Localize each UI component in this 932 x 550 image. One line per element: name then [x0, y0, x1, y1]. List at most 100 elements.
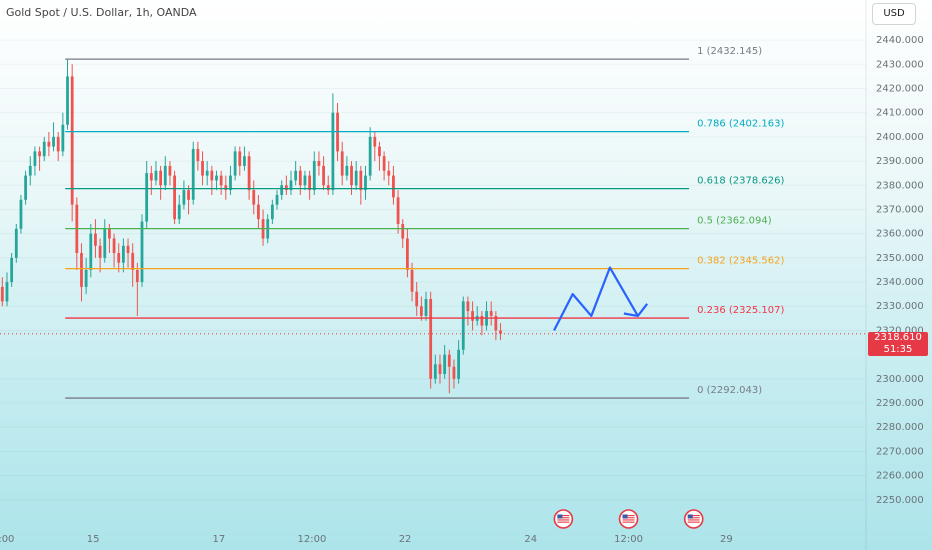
candle-body [294, 170, 298, 181]
candle-body [489, 311, 493, 316]
price-tick-label: 2350.000 [876, 253, 924, 264]
candle-body [38, 151, 41, 157]
candle-body [401, 223, 405, 239]
price-tick-label: 2360.000 [876, 229, 924, 240]
candle-body [415, 291, 419, 307]
candle-body [331, 112, 335, 191]
flag-stripe [622, 521, 635, 523]
candle-body [364, 175, 367, 191]
candle-body [112, 238, 116, 254]
candle-body [215, 175, 218, 181]
flag-stripe [622, 517, 635, 519]
price-tick-label: 2330.000 [876, 301, 924, 312]
candle-body [345, 165, 349, 176]
candle-body [350, 165, 353, 186]
price-tick-label: 2250.000 [876, 495, 924, 506]
candle-body [233, 151, 237, 176]
candle-body [98, 245, 102, 258]
candle-body [396, 197, 400, 224]
candle-body [308, 175, 312, 191]
time-axis[interactable]: 12:00 15 17 12:00 22 24 12:00 29 [0, 534, 733, 545]
fib-level-label: 0.382 (2345.562) [697, 256, 784, 267]
candle-body [33, 151, 37, 166]
fib-level-label: 1 (2432.145) [697, 46, 762, 57]
price-tick-label: 2320.000 [876, 325, 924, 336]
candle-body [84, 269, 88, 287]
projection-path[interactable] [553, 266, 649, 331]
flag-canton [687, 514, 693, 519]
time-tick-label: 22 [399, 534, 412, 545]
flag-stripe [557, 515, 570, 517]
fib-retracement[interactable]: 1 (2432.145) 0.786 (2402.163) 0.618 (2378.… [0, 46, 866, 399]
price-tick-label: 2410.000 [876, 108, 924, 119]
us-flag-event-icon [683, 509, 704, 529]
candle-body [303, 175, 307, 186]
fib-level-label: 0.786 (2402.163) [697, 119, 784, 130]
candle-body [149, 173, 153, 181]
candle-body [387, 170, 391, 176]
candle-body [447, 354, 451, 367]
currency-selector-button[interactable]: USD [872, 3, 916, 25]
candle-body [205, 170, 209, 176]
candle-body [196, 148, 200, 162]
candle-body [452, 366, 456, 379]
candle-body [466, 301, 470, 312]
candle-body [298, 170, 302, 186]
candle-body [326, 185, 330, 191]
candle-body [317, 161, 321, 166]
candle-body [392, 175, 395, 198]
flag-stripe [557, 517, 570, 519]
candle-body [270, 204, 274, 220]
candle-body [108, 228, 111, 239]
fib-level-label: 0.236 (2325.107) [697, 305, 784, 316]
candle-body [312, 161, 316, 191]
flag-canton [622, 514, 628, 519]
us-flag-event-icon [618, 509, 639, 529]
time-tick-label: 12:00 [298, 534, 327, 545]
candle-body [28, 165, 32, 176]
candle-body [140, 221, 144, 283]
candle-body [182, 190, 186, 205]
candle-body [24, 175, 28, 200]
event-ring [683, 509, 704, 529]
price-tick-label: 2290.000 [876, 398, 924, 409]
candle-body [159, 170, 163, 186]
candle-body [429, 298, 433, 379]
candle-body [419, 306, 423, 316]
candle-body [219, 175, 223, 186]
fib-level-label: 0 (2292.043) [697, 385, 762, 396]
candle-body [284, 185, 288, 191]
time-tick-label: 17 [212, 534, 225, 545]
candle-body [168, 165, 172, 176]
price-tick-label: 2340.000 [876, 277, 924, 288]
price-tick-label: 2270.000 [876, 446, 924, 457]
candle-body [433, 364, 437, 379]
candle-body [410, 269, 414, 292]
us-flag-event-icon [553, 509, 574, 529]
grid-layer [0, 39, 866, 501]
flag-stripe [622, 519, 635, 521]
candle-body [494, 315, 498, 331]
economic-events[interactable] [553, 509, 704, 529]
candle-body [322, 165, 325, 186]
candle-body [42, 141, 46, 157]
candle-body [131, 253, 135, 270]
current-price-label: 2318.610 [874, 332, 922, 343]
candle-body [243, 156, 246, 166]
price-axis[interactable]: 2440.000 2430.000 2420.000 2410.000 2400.000… [865, 0, 924, 550]
candle-body [247, 156, 251, 191]
price-tick-label: 2400.000 [876, 132, 924, 143]
price-tick-label: 2430.000 [876, 59, 924, 70]
candle-body [201, 161, 204, 176]
candle-body [135, 269, 139, 283]
candle-body [382, 156, 386, 171]
candle-body [177, 204, 181, 220]
candle-body [47, 141, 51, 147]
candle-body [94, 233, 97, 246]
price-tick-label: 2260.000 [876, 471, 924, 482]
projection-arrow-head [623, 312, 639, 318]
candle-body [461, 301, 465, 350]
candles-layer [0, 59, 502, 394]
current-price-badge: 2318.610 51:35 [868, 332, 928, 356]
